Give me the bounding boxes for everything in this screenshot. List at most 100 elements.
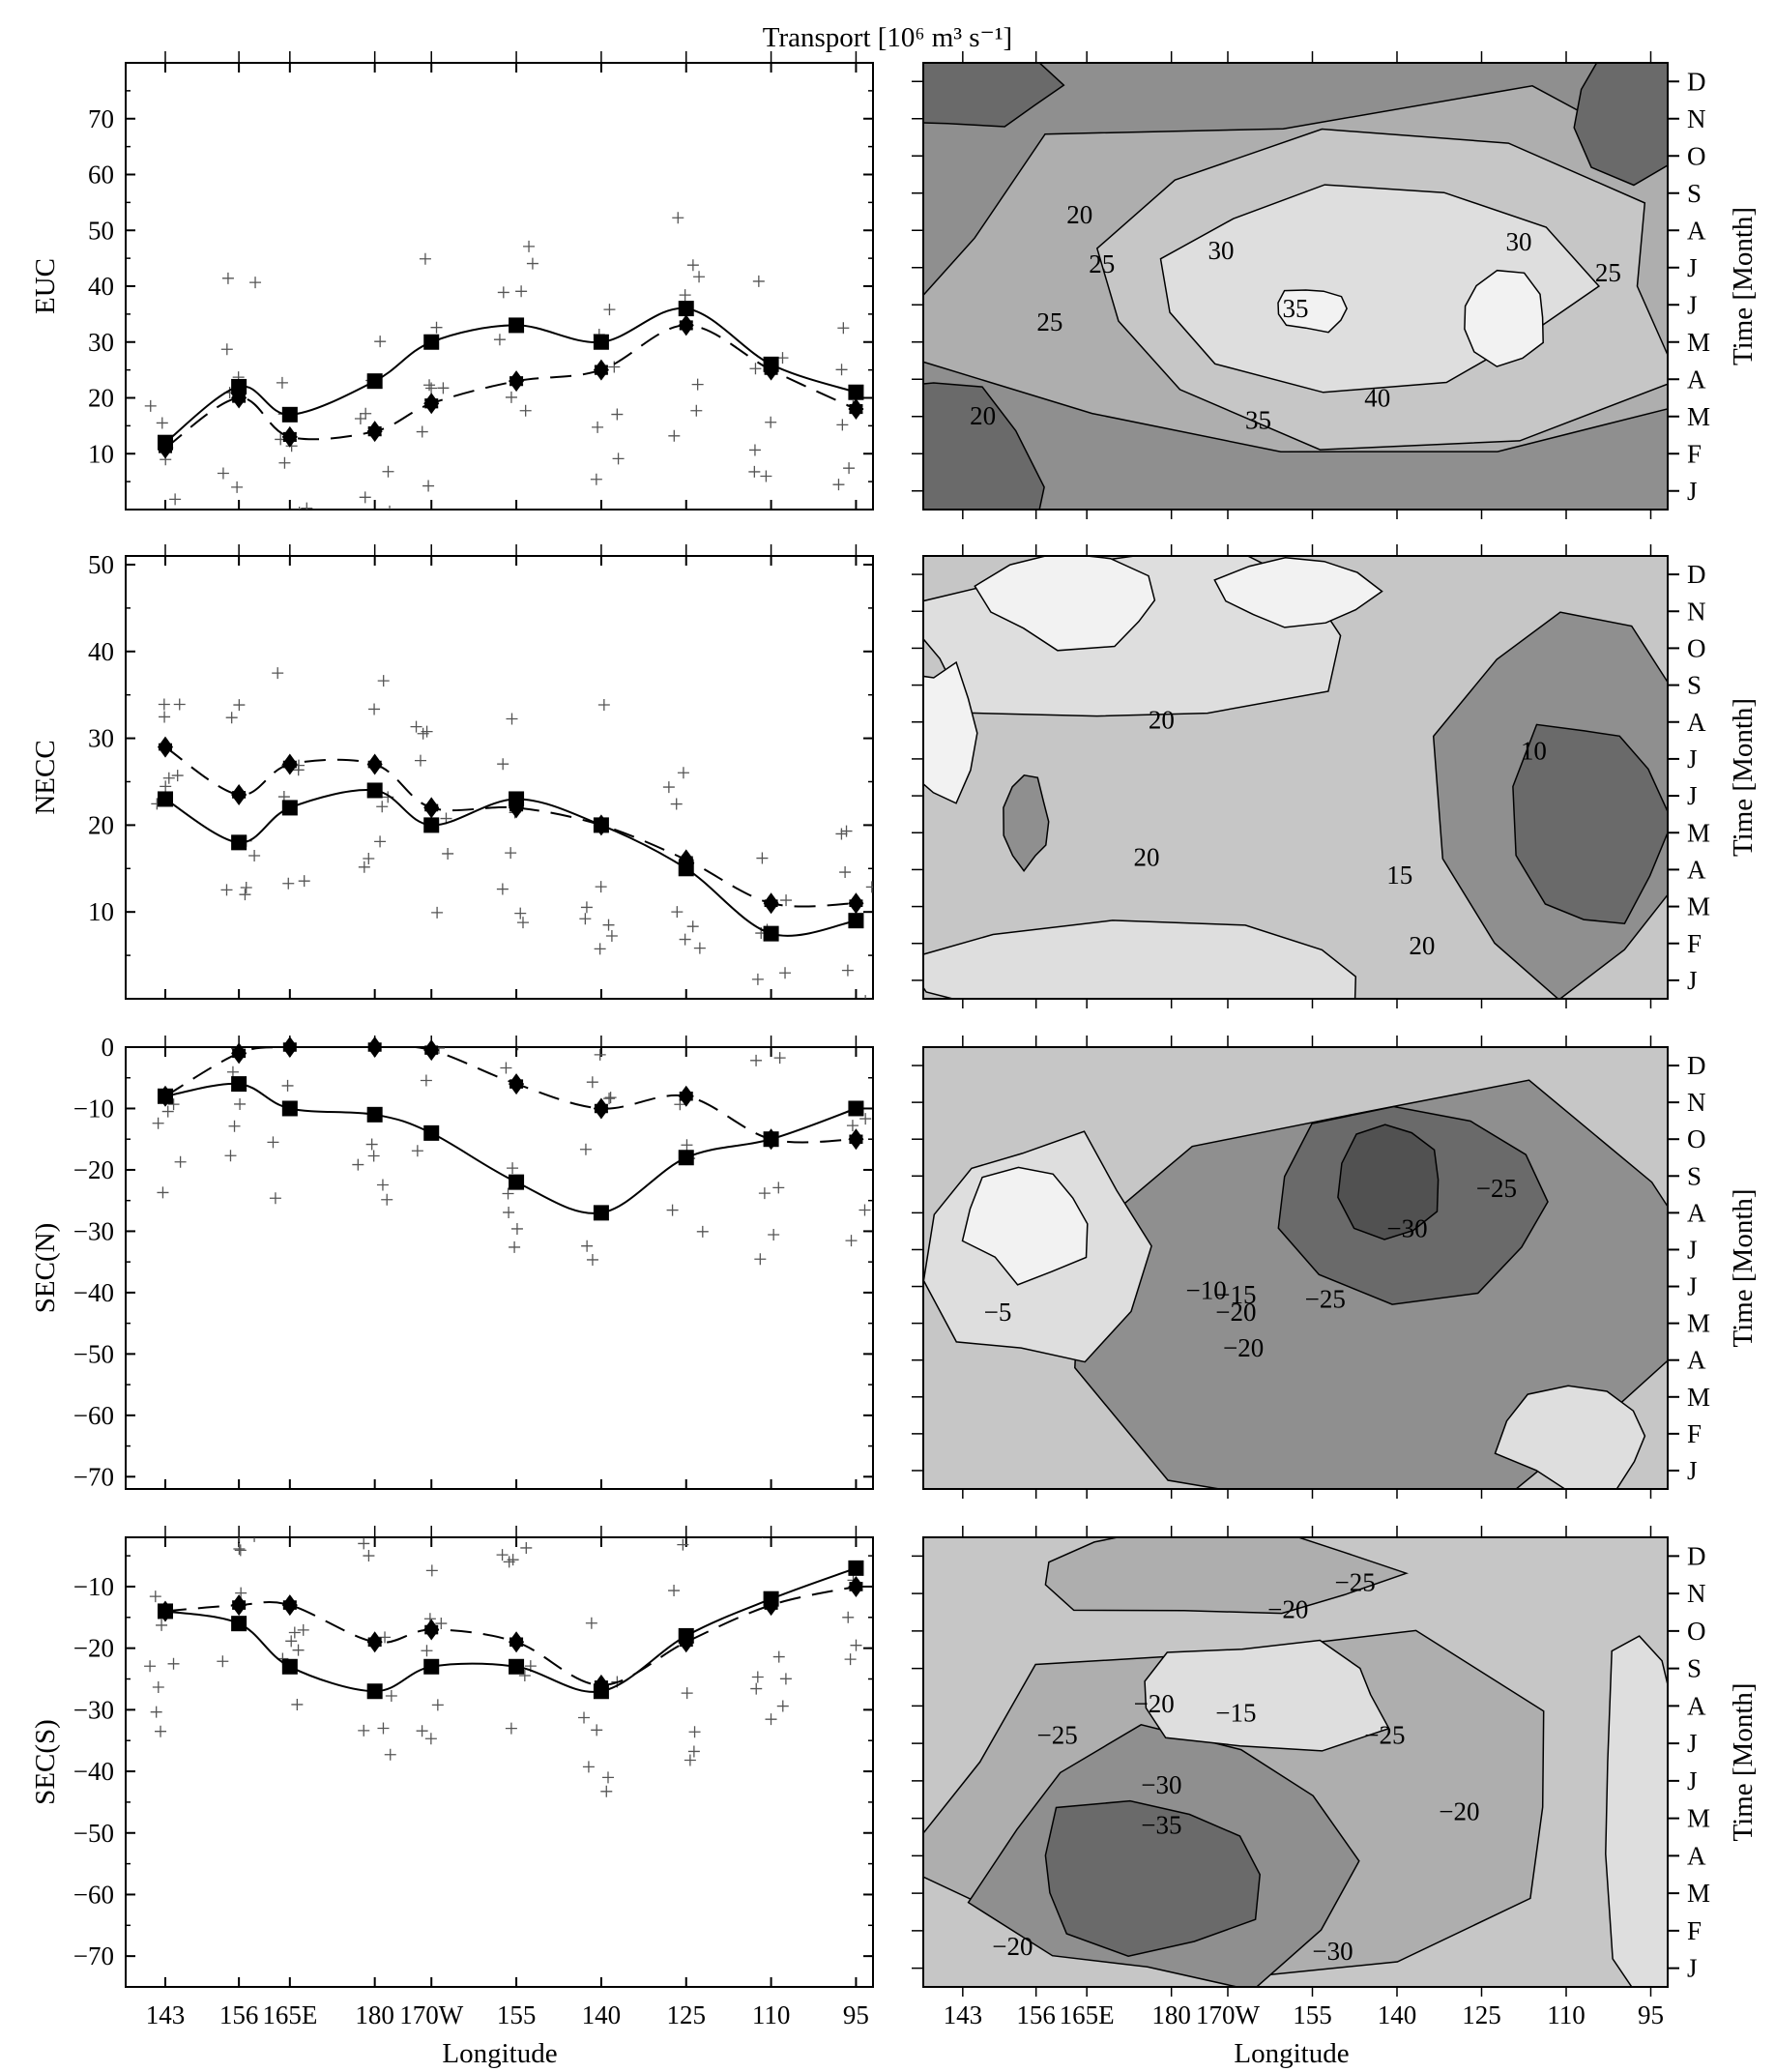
y-tick-label: 60: [88, 161, 114, 190]
sample-marker: [748, 465, 761, 478]
month-label: F: [1687, 439, 1702, 468]
right-y-axis-label: Time [Month]: [1728, 1188, 1759, 1347]
data-point-square: [366, 1683, 383, 1700]
contour-label: −15: [1215, 1698, 1256, 1727]
data-point-square: [593, 334, 609, 350]
series-line-solid: [164, 1082, 857, 1214]
month-label: J: [1687, 966, 1698, 995]
contour-region: [1464, 269, 1544, 367]
data-point-diamond: [423, 1619, 440, 1641]
sample-marker: [772, 1650, 785, 1663]
sample-marker: [503, 1206, 515, 1218]
sample-marker: [686, 920, 699, 933]
sample-marker: [228, 1120, 241, 1132]
month-label: J: [1687, 744, 1698, 773]
y-tick-label: −40: [73, 1757, 114, 1786]
sample-marker: [668, 429, 681, 442]
sample-marker: [297, 1623, 309, 1636]
sample-marker: [668, 1585, 681, 1597]
month-label: F: [1687, 1419, 1702, 1448]
data-point-diamond: [593, 1097, 609, 1120]
y-tick-label: −20: [73, 1155, 114, 1184]
sample-marker: [842, 1014, 854, 1026]
sample-marker: [586, 1076, 598, 1089]
contour-fills: [923, 1537, 1668, 1987]
sample-marker: [592, 421, 604, 433]
y-axis-label: SEC(S): [30, 1719, 61, 1805]
sample-marker: [282, 877, 295, 890]
contour-region: [923, 382, 1045, 510]
y-tick-label: −60: [73, 1401, 114, 1430]
sample-marker: [502, 1187, 514, 1200]
plot-frame: [125, 555, 874, 1000]
data-point-diamond: [678, 314, 694, 336]
sample-marker: [234, 1544, 247, 1557]
sample-marker: [497, 758, 509, 771]
sample-marker: [421, 1645, 433, 1657]
sample-marker: [421, 725, 433, 738]
contour-label: 20: [1134, 842, 1160, 871]
y-tick-label: 10: [88, 897, 114, 926]
y-tick-label: 50: [88, 216, 114, 245]
right-x-axis-label: Longitude: [1234, 2038, 1349, 2069]
sample-marker: [416, 425, 428, 438]
sample-marker: [267, 1136, 279, 1149]
sample-marker: [285, 1635, 298, 1648]
contour-label: −20: [1223, 1333, 1264, 1362]
sample-marker: [590, 473, 602, 485]
data-point-diamond: [366, 1631, 383, 1653]
y-tick-label: 0: [102, 1033, 115, 1062]
sample-marker: [442, 847, 454, 860]
sample-marker: [749, 363, 762, 375]
sample-marker: [420, 1074, 432, 1087]
month-label: A: [1687, 365, 1706, 394]
data-point-square: [366, 1106, 383, 1123]
sample-marker: [611, 408, 624, 421]
x-tick-label: 155: [1293, 2000, 1332, 2029]
sample-marker: [231, 481, 244, 493]
y-tick-label: 40: [88, 637, 114, 666]
sample-marker: [220, 343, 233, 356]
y-tick-label: 20: [88, 810, 114, 839]
sample-marker: [603, 1093, 616, 1105]
contour-label: −15: [1215, 1280, 1256, 1309]
sample-marker: [234, 1097, 247, 1110]
sample-marker: [779, 967, 792, 979]
sample-marker: [285, 1506, 297, 1518]
sample-marker: [416, 1725, 428, 1737]
sample-marker: [846, 1120, 858, 1132]
month-label: A: [1687, 216, 1706, 245]
month-label: M: [1687, 818, 1710, 847]
sample-marker: [173, 545, 185, 557]
data-point-diamond: [423, 1039, 440, 1062]
sample-marker: [850, 1639, 862, 1651]
month-label: D: [1687, 67, 1706, 96]
sample-marker: [597, 698, 610, 711]
sample-marker: [411, 1145, 423, 1157]
sample-marker: [424, 1733, 437, 1745]
data-point-diamond: [763, 359, 779, 381]
sample-marker: [269, 1192, 281, 1205]
y-tick-label: 70: [88, 104, 114, 133]
sample-marker: [425, 382, 438, 394]
month-label: J: [1687, 477, 1698, 506]
month-label: D: [1687, 560, 1706, 589]
data-point-diamond: [231, 1594, 247, 1617]
x-tick-label: 143: [146, 2000, 186, 2029]
month-label: A: [1687, 855, 1706, 884]
sample-marker: [291, 1698, 304, 1710]
sample-marker: [288, 1626, 301, 1639]
data-point-diamond: [366, 421, 383, 443]
y-axis-label: SEC(N): [30, 1223, 61, 1313]
sample-marker: [772, 1182, 785, 1194]
y-tick-label: −70: [73, 1462, 114, 1491]
sample-marker: [159, 711, 171, 723]
sample-marker: [249, 277, 262, 289]
sample-marker: [493, 334, 506, 346]
contour-label: −35: [1141, 1811, 1181, 1840]
data-point-square: [231, 834, 247, 851]
sample-marker: [248, 849, 261, 861]
sample-marker: [151, 536, 162, 547]
sample-marker: [832, 479, 845, 491]
data-point-square: [366, 373, 383, 390]
